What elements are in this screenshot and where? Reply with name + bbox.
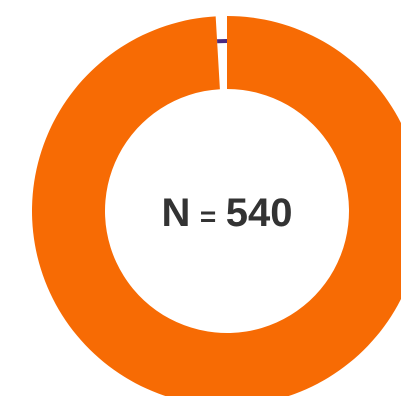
center-total-label: N = 540 bbox=[162, 191, 293, 235]
donut-slice-0 bbox=[32, 16, 401, 396]
center-value: 540 bbox=[226, 191, 293, 235]
donut-slices bbox=[32, 16, 401, 396]
center-n: N bbox=[162, 191, 191, 235]
center-equals: = bbox=[200, 201, 216, 232]
